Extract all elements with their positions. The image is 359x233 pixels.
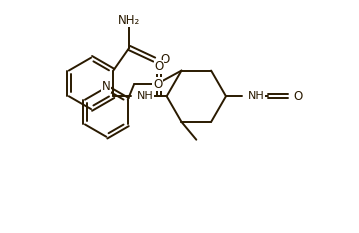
Text: O: O [293,90,302,103]
Text: N: N [102,80,111,93]
Text: NH₂: NH₂ [118,14,140,27]
Text: NH: NH [137,91,154,101]
Text: O: O [153,78,162,91]
Text: NH: NH [248,91,265,101]
Text: O: O [154,60,163,73]
Text: O: O [160,53,169,66]
